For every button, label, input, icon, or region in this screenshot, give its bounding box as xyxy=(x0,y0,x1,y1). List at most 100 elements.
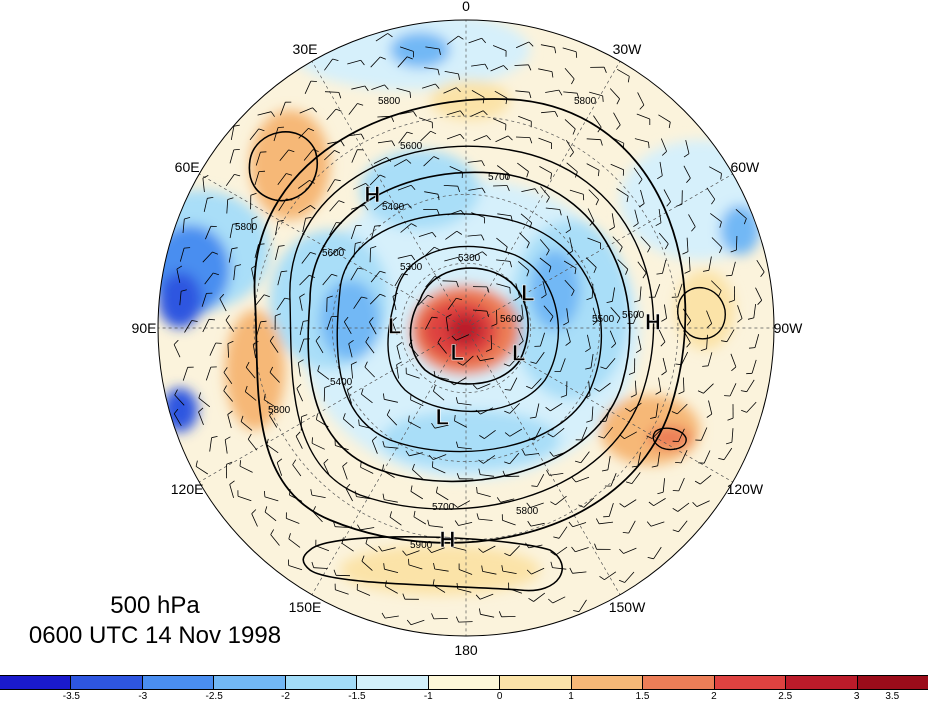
wind-barb-flag xyxy=(597,170,600,177)
wind-barb xyxy=(341,542,354,552)
wind-barb xyxy=(203,198,208,212)
wind-barb-flag xyxy=(526,242,530,249)
wind-barb-flag xyxy=(478,548,484,553)
wind-barb xyxy=(640,236,651,248)
wind-barb-flag xyxy=(348,339,354,345)
wind-barb-flag xyxy=(288,533,291,540)
wind-barb-flag xyxy=(676,203,683,207)
wind-barb xyxy=(639,286,642,301)
wind-barb xyxy=(502,519,516,526)
wind-barb-flag xyxy=(433,156,440,160)
wind-barb xyxy=(230,126,235,140)
map-boundary xyxy=(157,19,775,637)
wind-barb xyxy=(709,166,722,174)
wind-barb xyxy=(304,80,312,94)
wind-barb xyxy=(510,377,518,391)
wind-barb-flag xyxy=(358,419,360,426)
wind-barb xyxy=(353,296,362,309)
wind-barb xyxy=(502,570,517,574)
wind-barb xyxy=(517,327,524,342)
wind-barb-flag xyxy=(647,246,651,253)
wind-barb xyxy=(624,499,637,508)
wind-barb xyxy=(311,442,325,450)
wind-barb-flag xyxy=(409,91,411,98)
wind-barb-flag xyxy=(592,320,598,326)
wind-barb-flag xyxy=(558,89,563,96)
wind-barb xyxy=(578,599,587,612)
wind-barb-flag xyxy=(616,124,621,130)
wind-barb-flag xyxy=(430,130,437,135)
wind-barb-flag xyxy=(534,188,539,194)
wind-barb xyxy=(410,399,424,407)
wind-barb xyxy=(457,588,472,593)
wind-barb xyxy=(658,208,662,223)
wind-barb xyxy=(269,372,280,383)
wind-barb xyxy=(521,304,524,319)
wind-barb xyxy=(518,115,532,122)
wind-barb xyxy=(658,232,669,245)
wind-barb-flag xyxy=(296,383,302,389)
wind-barb-flag xyxy=(264,490,266,497)
wind-barb xyxy=(345,488,353,502)
wind-barb-flag xyxy=(661,318,667,322)
wind-barb-flag xyxy=(517,318,524,322)
wind-barb xyxy=(226,199,229,214)
wind-barb xyxy=(350,225,357,240)
wind-barb-flag xyxy=(625,269,629,275)
wind-barb xyxy=(394,273,403,287)
wind-barb-flag xyxy=(529,222,533,229)
low-pressure-center: L xyxy=(388,314,401,339)
wind-barb-flag xyxy=(655,222,662,227)
wind-barb-flag xyxy=(547,433,554,438)
wind-barb xyxy=(677,502,690,512)
wind-barb-flag xyxy=(410,184,416,190)
wind-barb-flag xyxy=(551,71,554,78)
wind-barb-flag xyxy=(396,361,402,366)
wind-barb xyxy=(599,382,611,392)
wind-barb xyxy=(360,466,374,474)
wind-barb xyxy=(589,91,603,97)
wind-barb xyxy=(688,256,691,271)
wind-barb-flag xyxy=(593,267,597,274)
wind-barb xyxy=(731,261,736,276)
wind-barb-flag xyxy=(585,348,591,353)
wind-barb-flag xyxy=(427,519,430,526)
wind-barb xyxy=(209,437,212,452)
wind-barb xyxy=(662,478,665,493)
wind-barb-flag xyxy=(559,209,562,216)
wind-barb-flag xyxy=(694,480,701,485)
wind-barb-flag xyxy=(281,270,288,273)
wind-barb xyxy=(480,474,495,477)
wind-barb-flag xyxy=(174,389,178,396)
wind-barb-flag xyxy=(260,320,267,323)
wind-barb xyxy=(628,520,636,534)
wind-barb xyxy=(477,492,491,497)
wind-barb-flag xyxy=(176,265,183,270)
wind-barb-flag xyxy=(656,175,663,180)
wind-barb xyxy=(195,466,209,475)
wind-barb-flag xyxy=(509,261,512,268)
wind-barb xyxy=(329,222,337,236)
wind-barb-flag xyxy=(434,246,440,251)
wind-barb-flag xyxy=(219,293,225,299)
wind-barb-flag xyxy=(456,230,463,235)
wind-barb-flag xyxy=(308,128,315,132)
wind-barb-flag xyxy=(456,297,463,301)
longitude-label: 0 xyxy=(462,0,470,14)
wind-barb-flag xyxy=(323,458,329,464)
wind-barb xyxy=(396,87,411,93)
wind-barb-flag xyxy=(431,316,438,319)
wind-barb xyxy=(326,108,337,120)
wind-barb-flag xyxy=(648,501,654,507)
wind-barb-flag xyxy=(740,390,747,393)
wind-barb-flag xyxy=(451,335,457,341)
wind-barb xyxy=(558,526,568,539)
wind-barb xyxy=(275,221,279,236)
longitude-label: 30W xyxy=(612,41,642,58)
wind-barb-flag xyxy=(357,103,364,106)
wind-barb-flag xyxy=(436,486,438,493)
wind-barb-flag xyxy=(498,611,502,617)
wind-barb-flag xyxy=(574,268,577,275)
wind-barb-flag xyxy=(343,316,349,322)
wind-barb xyxy=(365,341,375,354)
